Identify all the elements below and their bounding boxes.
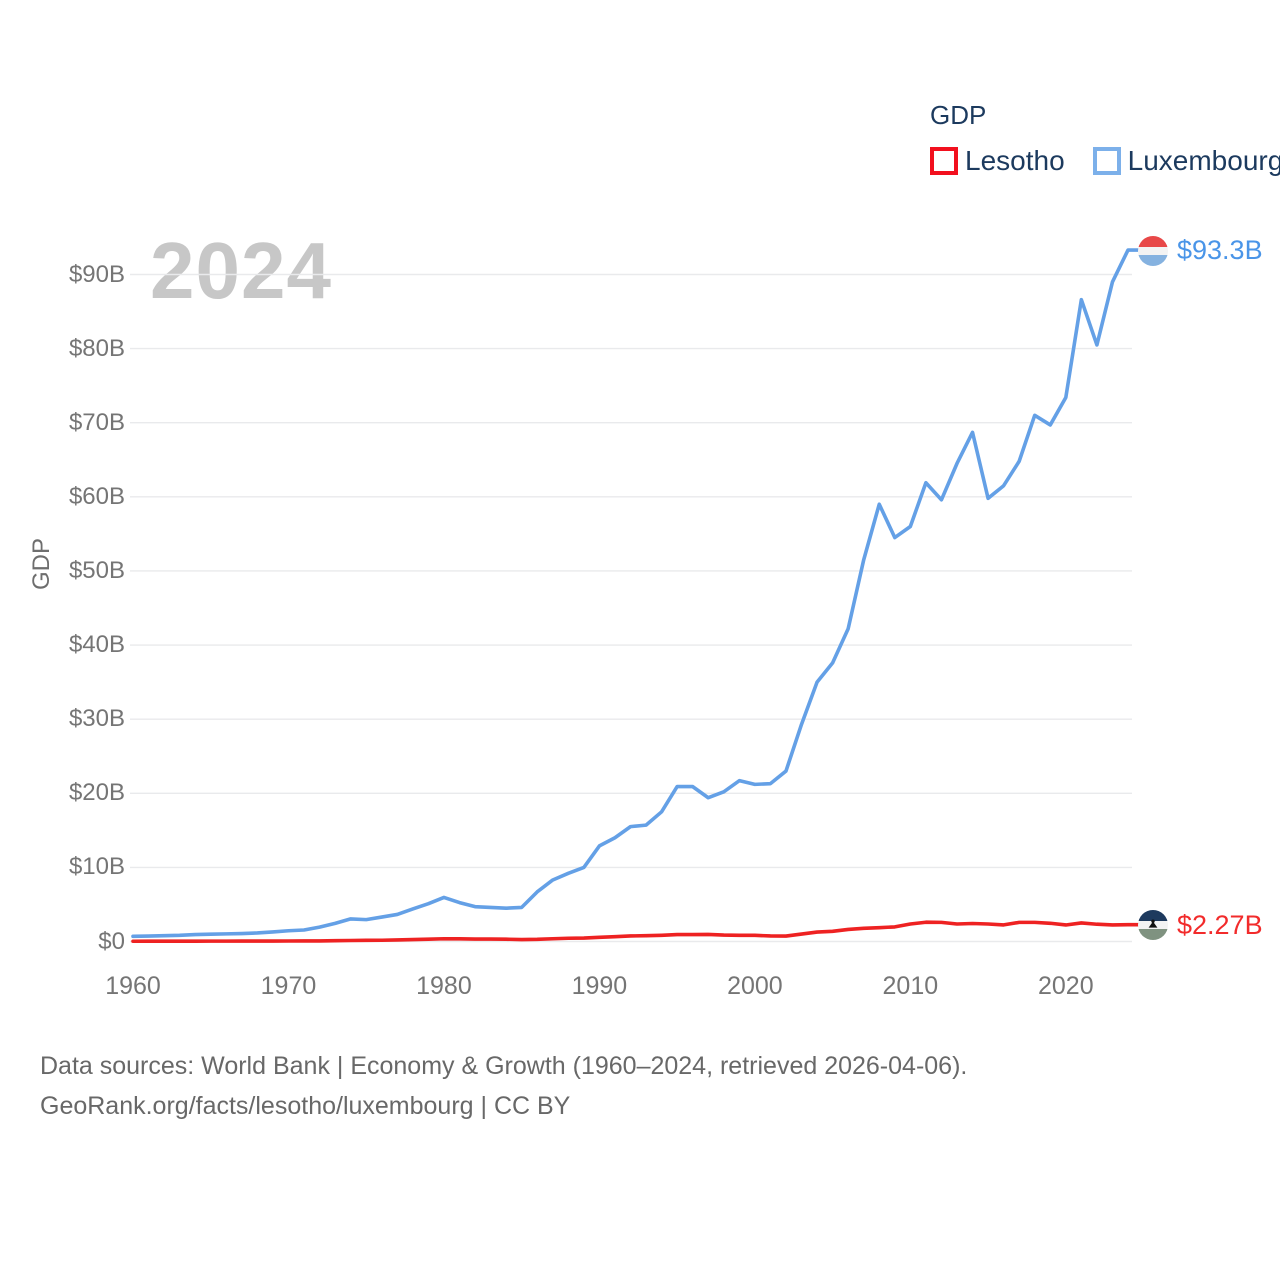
mokorotlo-hat-icon — [1148, 919, 1158, 928]
y-tick-label: $10B — [68, 853, 125, 881]
x-tick-label: 2020 — [1038, 972, 1094, 1000]
x-tick-label: 2000 — [727, 972, 783, 1000]
x-tick-label: 1960 — [105, 972, 161, 1000]
y-tick-label: $40B — [68, 631, 125, 659]
y-tick-label: $50B — [68, 556, 125, 584]
luxembourg-series-swatch-icon — [1092, 147, 1121, 175]
lesotho-end-marker[interactable]: $2.27B — [1138, 910, 1263, 941]
y-tick-label: $0 — [98, 927, 125, 955]
legend-items: Lesotho Luxembourg — [930, 145, 1280, 177]
luxembourg-end-value: $93.3B — [1177, 235, 1263, 266]
legend-item-lesotho[interactable]: Lesotho — [930, 145, 1065, 177]
x-tick-label: 2010 — [882, 972, 939, 1000]
attribution-line2: GeoRank.org/facts/lesotho/luxembourg | C… — [40, 1092, 571, 1120]
y-tick-label: $90B — [68, 260, 125, 288]
lesotho-flag-icon — [1138, 910, 1168, 941]
lesotho-series-line[interactable] — [131, 920, 1149, 944]
year-watermark: 2024 — [150, 226, 332, 315]
y-tick-label: $30B — [68, 705, 125, 733]
x-tick-label: 1970 — [260, 972, 317, 1000]
y-tick-label: $20B — [68, 779, 125, 807]
legend-label-luxembourg: Luxembourg — [1127, 145, 1280, 176]
legend-label-lesotho: Lesotho — [965, 145, 1065, 176]
data-source-attribution: Data sources: World Bank | Economy & Gro… — [40, 1046, 967, 1126]
x-tick-label: 1990 — [571, 972, 628, 1000]
lesotho-end-value: $2.27B — [1177, 909, 1263, 940]
luxembourg-end-marker[interactable]: $93.3B — [1138, 235, 1263, 266]
y-tick-label: $80B — [68, 334, 125, 362]
chart-legend: GDP Lesotho Luxembourg — [930, 100, 1280, 177]
y-tick-label: $60B — [68, 482, 125, 510]
attribution-line1: Data sources: World Bank | Economy & Gro… — [40, 1052, 968, 1080]
y-tick-label: $70B — [68, 408, 125, 436]
luxembourg-flag-icon — [1138, 235, 1168, 266]
x-tick-label: 1980 — [416, 972, 472, 1000]
lesotho-series-swatch-icon — [930, 147, 958, 175]
luxembourg-series-line[interactable] — [131, 248, 1149, 939]
legend-title: GDP — [930, 100, 987, 130]
legend-item-luxembourg[interactable]: Luxembourg — [1092, 145, 1280, 177]
